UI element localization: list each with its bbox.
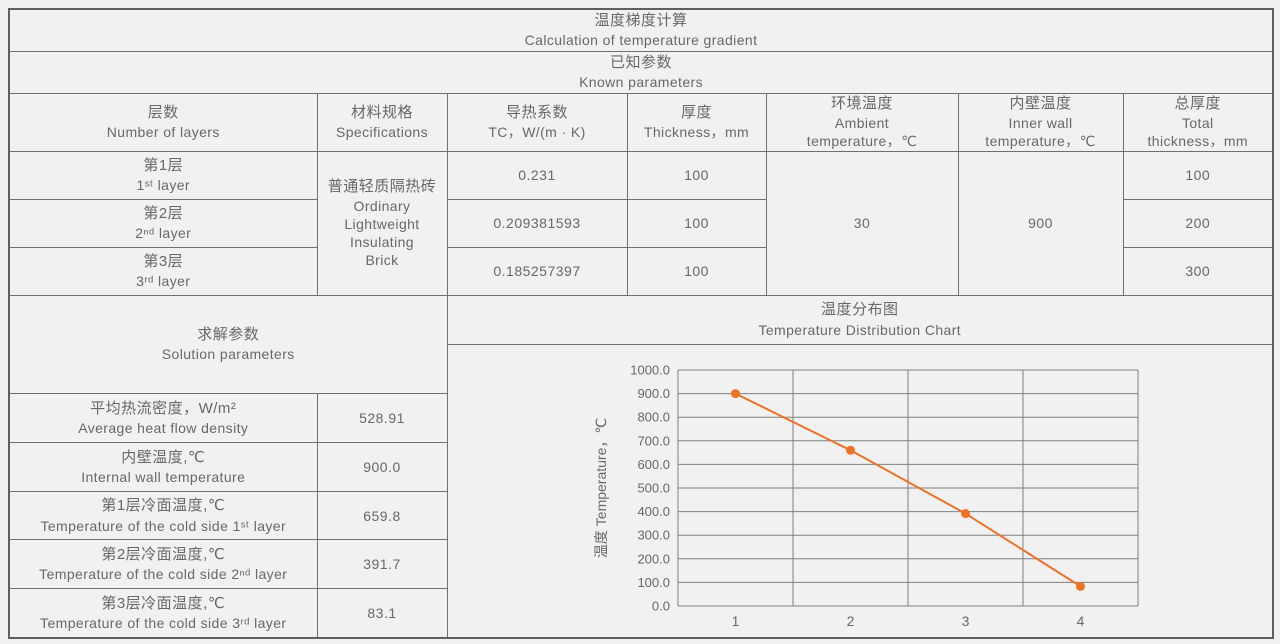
- solution-avg-heat-flow-value: 528.91: [316, 393, 448, 443]
- solution-cold-side-2-label: 第2层冷面温度,℃ Temperature of the cold side 2…: [8, 539, 318, 590]
- material-cell: 普通轻质隔热砖 Ordinary Lightweight Insulating …: [316, 150, 448, 296]
- sheet-title-en: Calculation of temperature gradient: [524, 32, 758, 49]
- header-thickness: 厚度 Thickness，mm: [626, 92, 767, 152]
- layer2-name-cell: 第2层 2ⁿᵈ layer: [8, 198, 318, 248]
- layer3-tc-value: 0.185257397: [446, 246, 628, 296]
- solution-cold-side-3-value: 83.1: [316, 588, 448, 638]
- solution-parameters-header-cell: 求解参数 Solution parameters: [8, 294, 448, 395]
- layer2-total-thickness-value: 200: [1122, 198, 1274, 248]
- svg-text:600.0: 600.0: [637, 456, 670, 471]
- solution-cold-side-2-value: 391.7: [316, 539, 448, 590]
- svg-text:2: 2: [846, 613, 854, 629]
- header-total-thickness: 总厚度 Total thickness，mm: [1122, 92, 1274, 152]
- temperature-distribution-chart: 1000.0 900.0 800.0 700.0 600.0 500.0 400.0 300.…: [593, 362, 1139, 629]
- chart-cell: 1000.0 900.0 800.0 700.0 600.0 500.0 400.0 300.…: [446, 343, 1274, 638]
- table-row: 第3层冷面温度,℃ Temperature of the cold side 3…: [8, 588, 1273, 638]
- table-row: 第3层 3ʳᵈ layer 0.185257397 100 300: [8, 246, 1274, 296]
- header-ambient-temperature: 环境温度 Ambient temperature，℃: [765, 92, 959, 152]
- inner-wall-temperature-value: 900: [957, 150, 1124, 296]
- header-thermal-conductivity: 导热系数 TC，W/(m · K): [446, 92, 628, 152]
- solution-avg-heat-flow-label: 平均热流密度，W/m² Average heat flow density: [8, 393, 318, 443]
- ambient-temperature-value: 30: [765, 150, 959, 296]
- svg-text:200.0: 200.0: [637, 551, 670, 566]
- solution-cold-side-3-label: 第3层冷面温度,℃ Temperature of the cold side 3…: [8, 588, 318, 638]
- header-inner-wall-temperature: 内壁温度 Inner wall temperature，℃: [957, 92, 1124, 152]
- layer1-thickness-value: 100: [626, 150, 767, 200]
- table-row: 第2层冷面温度,℃ Temperature of the cold side 2…: [8, 539, 1273, 590]
- solution-cold-side-1-label: 第1层冷面温度,℃ Temperature of the cold side 1…: [8, 490, 318, 541]
- layer1-total-thickness-value: 100: [1122, 150, 1274, 200]
- known-parameters-cell: 已知参数 Known parameters: [8, 50, 1274, 94]
- svg-text:400.0: 400.0: [637, 504, 670, 519]
- header-number-of-layers: 层数 Number of layers: [8, 92, 318, 152]
- layer1-name-cell: 第1层 1ˢᵗ layer: [8, 150, 318, 200]
- table-row: 第2层 2ⁿᵈ layer 0.209381593 100 200: [8, 198, 1274, 248]
- svg-text:900.0: 900.0: [637, 386, 670, 401]
- header-specifications: 材料规格 Specifications: [316, 92, 448, 152]
- table-row: 内壁温度,℃ Internal wall temperature 900.0: [8, 441, 1273, 492]
- sheet-title-cell: 温度梯度计算 Calculation of temperature gradie…: [8, 8, 1274, 52]
- known-parameters-en: Known parameters: [579, 74, 703, 91]
- svg-text:800.0: 800.0: [637, 409, 670, 424]
- solution-internal-wall-temp-value: 900.0: [316, 441, 448, 492]
- known-parameters-zh: 已知参数: [610, 53, 673, 71]
- svg-text:500.0: 500.0: [637, 480, 670, 495]
- chart-title-cell: 温度分布图 Temperature Distribution Chart: [446, 294, 1274, 345]
- svg-text:1000.0: 1000.0: [630, 362, 670, 377]
- svg-text:300.0: 300.0: [637, 527, 670, 542]
- svg-text:1: 1: [731, 613, 739, 629]
- table-row: 第1层 1ˢᵗ layer 普通轻质隔热砖 Ordinary Lightweig…: [8, 150, 1274, 296]
- solution-internal-wall-temp-label: 内壁温度,℃ Internal wall temperature: [8, 441, 318, 492]
- svg-text:100.0: 100.0: [637, 574, 670, 589]
- layer3-total-thickness-value: 300: [1122, 246, 1274, 296]
- calculation-sheet-table: 温度梯度计算 Calculation of temperature gradie…: [8, 8, 1275, 639]
- sheet-title-zh: 温度梯度计算: [594, 12, 688, 30]
- layer1-tc-value: 0.231: [446, 150, 628, 200]
- svg-text:3: 3: [961, 613, 969, 629]
- svg-text:4: 4: [1076, 613, 1084, 629]
- svg-text:温度 Temperature，℃: 温度 Temperature，℃: [593, 417, 609, 557]
- layer3-thickness-value: 100: [626, 246, 767, 296]
- solution-cold-side-1-value: 659.8: [316, 490, 448, 541]
- layer2-thickness-value: 100: [626, 198, 767, 248]
- svg-text:0.0: 0.0: [652, 598, 670, 613]
- layer3-name-cell: 第3层 3ʳᵈ layer: [8, 246, 318, 296]
- layer2-tc-value: 0.209381593: [446, 198, 628, 248]
- svg-text:700.0: 700.0: [637, 433, 670, 448]
